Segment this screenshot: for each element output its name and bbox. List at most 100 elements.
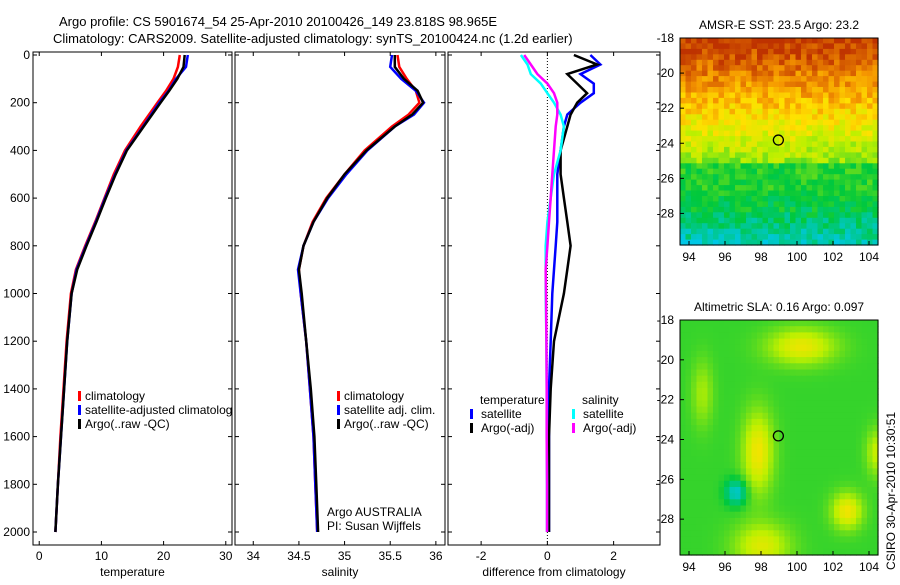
heatmap-cell [856, 480, 863, 488]
heatmap-cell [762, 70, 769, 77]
heatmap-cell [696, 381, 703, 389]
heatmap-cell [757, 196, 764, 202]
heatmap-cell [839, 375, 846, 383]
heatmap-cell [713, 141, 720, 148]
heatmap-cell [817, 524, 824, 531]
heatmap-cell [729, 326, 736, 333]
heatmap-cell [702, 97, 709, 104]
heatmap-cell [856, 103, 863, 110]
y-tick-label: -24 [657, 432, 675, 446]
heatmap-cell [828, 136, 835, 143]
heatmap-cell [861, 456, 868, 463]
heatmap-cell [834, 206, 841, 213]
heatmap-cell [751, 87, 758, 93]
heatmap-cell [746, 76, 753, 83]
heatmap-cell [691, 357, 698, 364]
heatmap-cell [790, 163, 797, 170]
heatmap-cell [839, 70, 846, 77]
x-tick-label: 10 [95, 549, 109, 563]
heatmap-cell [872, 103, 879, 110]
heatmap-cell [806, 201, 813, 208]
heatmap-cell [773, 375, 780, 383]
heatmap-cell [790, 185, 797, 192]
heatmap-cell [724, 65, 731, 72]
heatmap-cell [867, 65, 874, 72]
heatmap-cell [724, 487, 731, 494]
heatmap-cell [680, 388, 687, 395]
heatmap-cell [823, 524, 830, 531]
heatmap-cell [735, 136, 742, 143]
heatmap-cell [702, 212, 709, 219]
heatmap-cell [685, 449, 692, 457]
heatmap-cell [751, 338, 758, 346]
heatmap-cell [680, 87, 687, 93]
heatmap-cell [680, 511, 687, 519]
heatmap-cell [817, 179, 824, 186]
heatmap-cell [773, 152, 780, 159]
heatmap-cell [724, 97, 731, 104]
heatmap-cell [784, 462, 791, 469]
heatmap-cell [707, 190, 714, 197]
heatmap-cell [713, 425, 720, 432]
heatmap-cell [757, 174, 764, 181]
heatmap-cell [790, 217, 797, 224]
heatmap-cell [718, 443, 725, 451]
heatmap-cell [806, 474, 813, 482]
heatmap-cell [702, 185, 709, 192]
heatmap-cell [773, 431, 780, 439]
heatmap-cell [751, 81, 758, 88]
heatmap-cell [724, 363, 731, 371]
heatmap-cell [735, 38, 742, 44]
heatmap-cell [850, 103, 857, 110]
heatmap-cell [740, 141, 747, 148]
heatmap-cell [779, 108, 786, 115]
heatmap-cell [735, 130, 742, 137]
heatmap-cell [795, 179, 802, 186]
heatmap-cell [713, 338, 720, 346]
heatmap-cell [779, 196, 786, 202]
heatmap-cell [801, 228, 808, 235]
heatmap-cell [691, 548, 698, 556]
heatmap-cell [795, 443, 802, 451]
heatmap-cell [872, 217, 879, 224]
heatmap-cell [801, 511, 808, 519]
heatmap-cell [784, 65, 791, 72]
heatmap-cell [784, 449, 791, 457]
heatmap-cell [828, 394, 835, 401]
heatmap-cell [735, 234, 742, 241]
heatmap-cell [856, 505, 863, 513]
heatmap-cell [828, 125, 835, 132]
heatmap-cell [828, 480, 835, 488]
heatmap-cell [718, 65, 725, 72]
heatmap-cell [823, 114, 830, 121]
heatmap-cell [828, 456, 835, 463]
heatmap-cell [702, 332, 709, 340]
heatmap-cell [757, 493, 764, 500]
heatmap-cell [691, 206, 698, 213]
heatmap-cell [823, 357, 830, 364]
heatmap-cell [718, 363, 725, 371]
heatmap-cell [779, 542, 786, 550]
legend-label: Argo(-adj) [583, 421, 636, 435]
heatmap-cell [817, 344, 824, 352]
heatmap-cell [713, 168, 720, 175]
heatmap-cell [735, 119, 742, 126]
heatmap-cell [702, 536, 709, 544]
heatmap-cell [757, 157, 764, 164]
heatmap-cell [718, 480, 725, 488]
legend-label: satellite [481, 407, 522, 421]
heatmap-cell [817, 141, 824, 148]
heatmap-cell [779, 65, 786, 72]
heatmap-cell [790, 92, 797, 99]
heatmap-cell [740, 375, 747, 383]
heatmap-cell [867, 206, 874, 213]
heatmap-cell [801, 114, 808, 121]
heatmap-cell [740, 108, 747, 115]
heatmap-cell [696, 239, 703, 246]
heatmap-cell [746, 499, 753, 507]
heatmap-cell [817, 234, 824, 241]
heatmap-cell [861, 108, 868, 115]
heatmap-cell [856, 375, 863, 383]
heatmap-cell [861, 119, 868, 126]
heatmap-cell [817, 474, 824, 482]
